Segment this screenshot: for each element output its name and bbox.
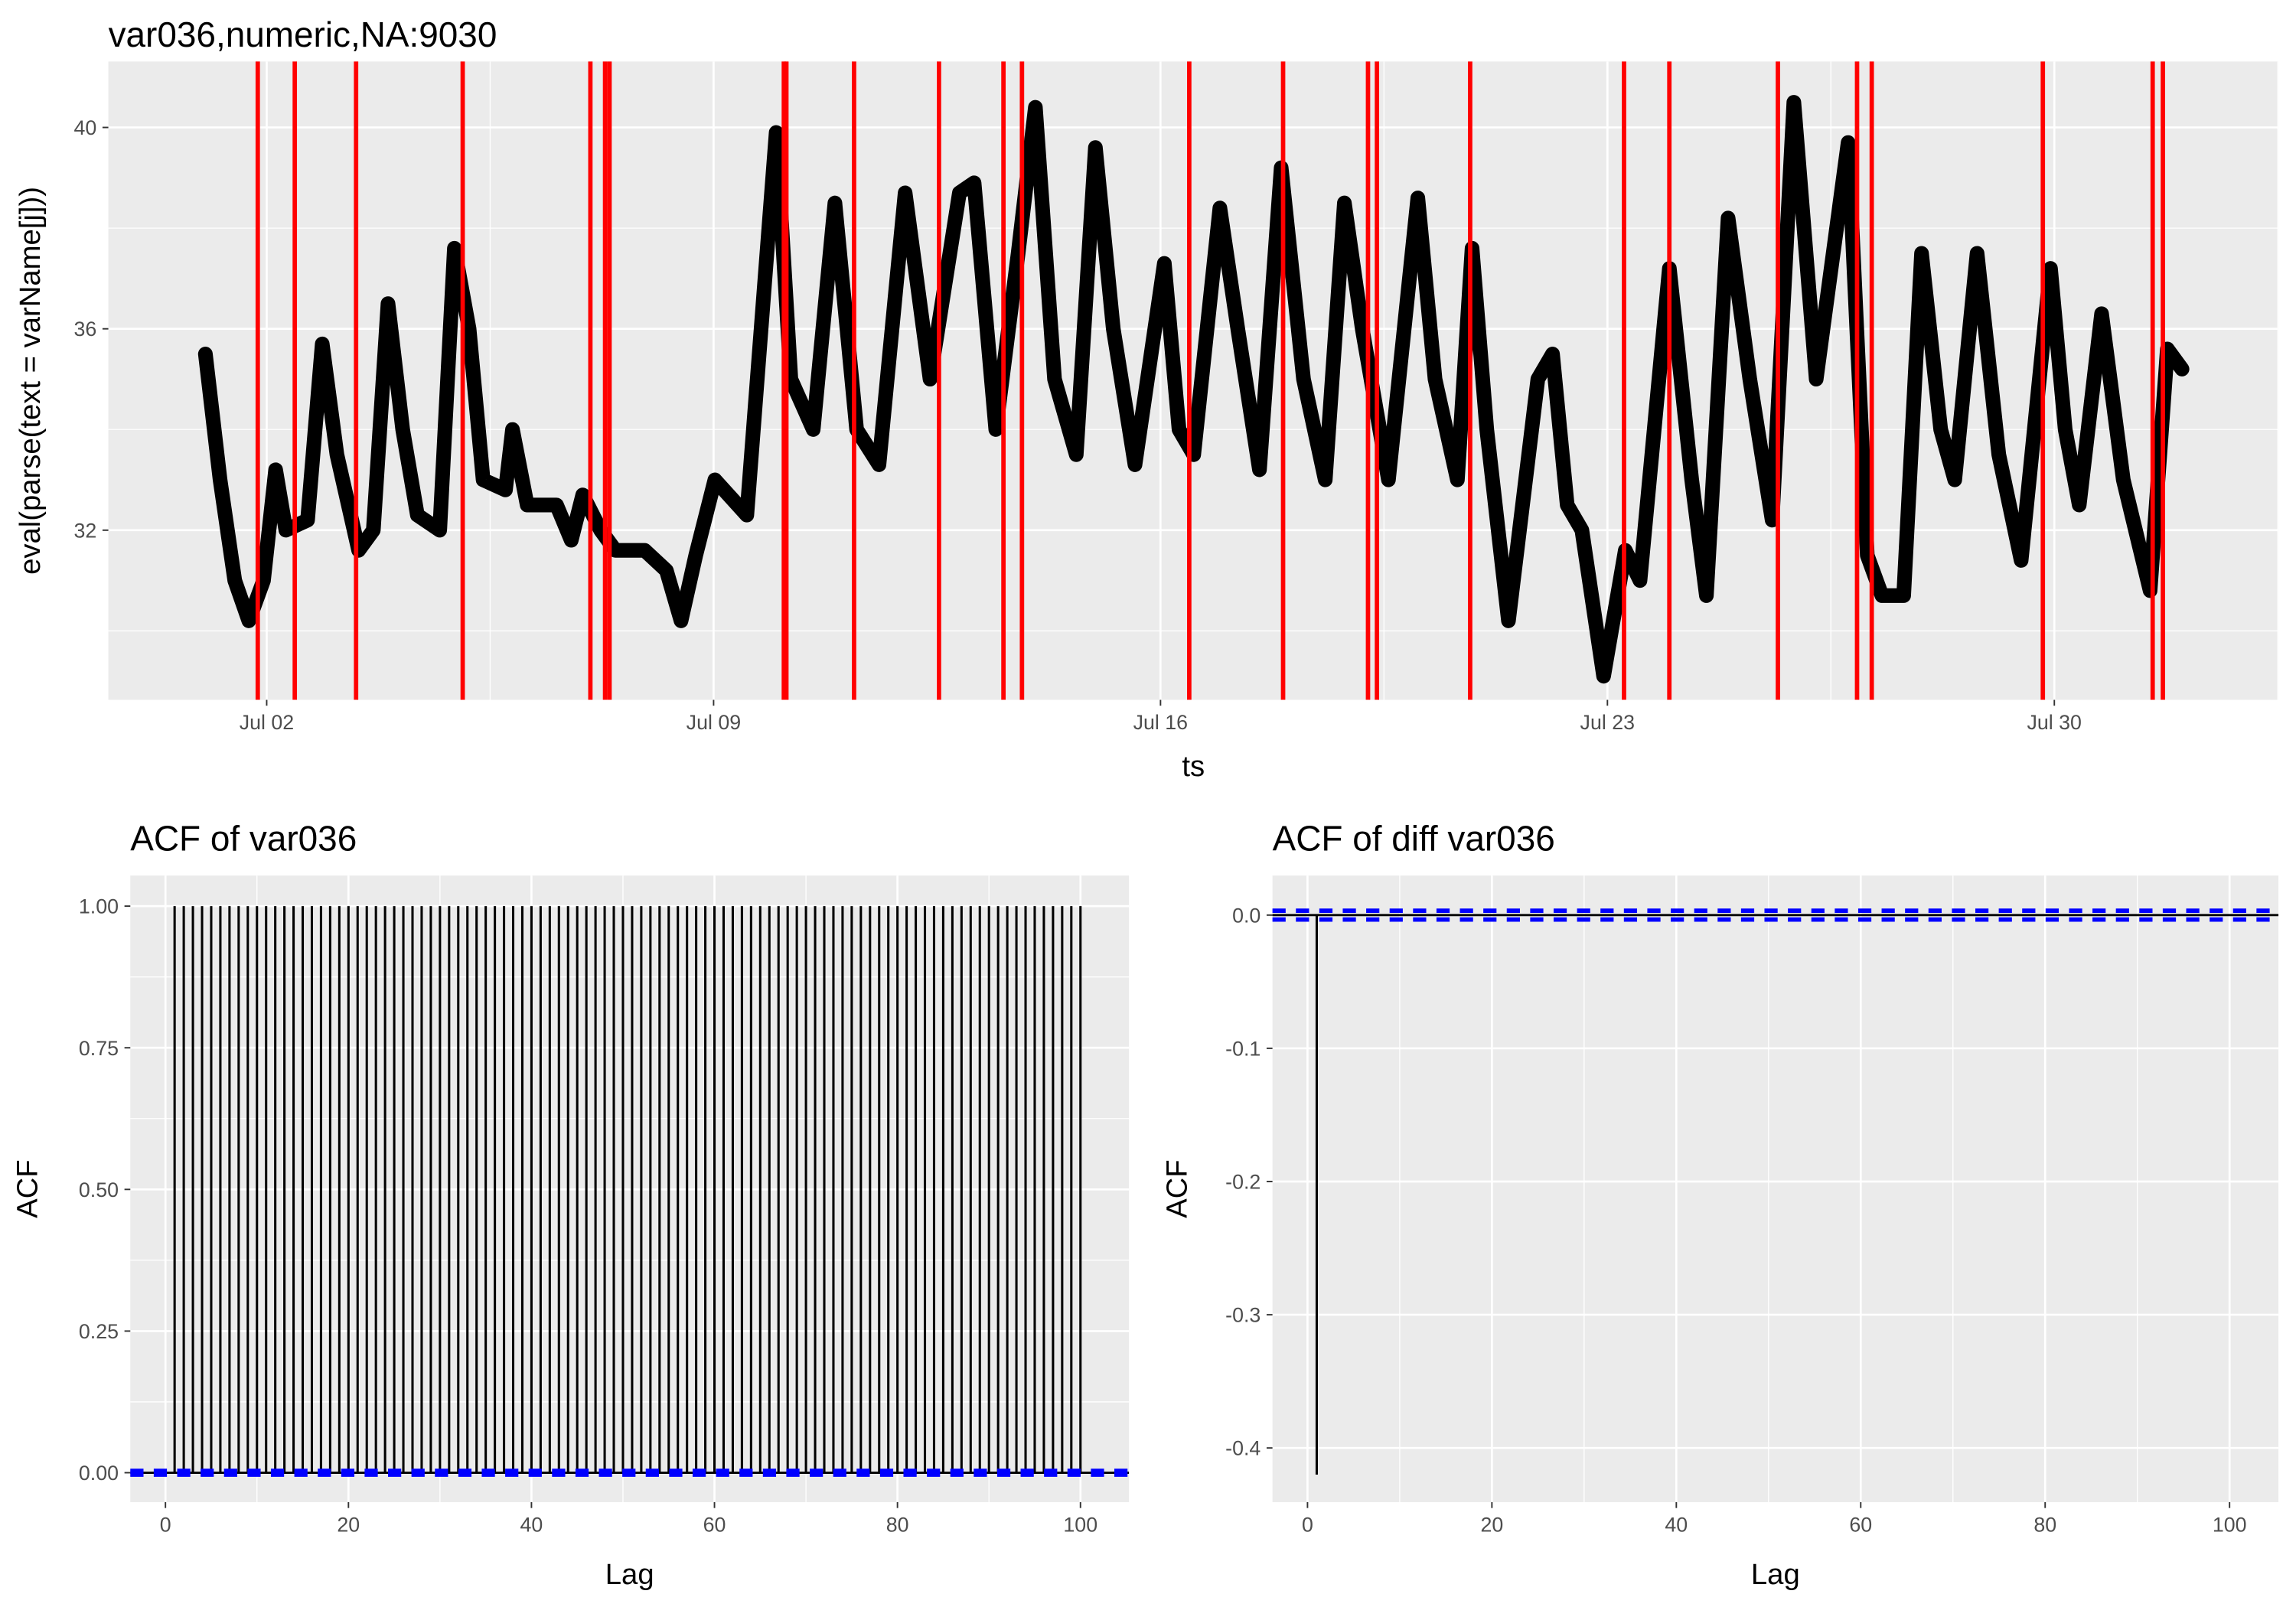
- y-tick-label: 0.50: [79, 1178, 119, 1201]
- x-tick-label: 100: [1063, 1513, 1097, 1536]
- x-tick-label: 60: [703, 1513, 726, 1536]
- x-tick-label: 60: [1849, 1513, 1872, 1536]
- data-line: [197, 95, 2190, 684]
- y-tick-label: 0.75: [79, 1037, 119, 1060]
- x-tick-label: Jul 16: [1133, 711, 1188, 734]
- y-tick-label: 32: [73, 519, 96, 542]
- x-tick-label: 100: [2213, 1513, 2247, 1536]
- y-tick-label: 1.00: [79, 895, 119, 918]
- x-tick-label: Jul 02: [240, 711, 294, 734]
- y-tick-label: 0.25: [79, 1320, 119, 1343]
- x-tick-label: 0: [1302, 1513, 1313, 1536]
- x-axis-title: ts: [1182, 750, 1205, 783]
- x-tick-label: 80: [886, 1513, 909, 1536]
- y-tick-label: -0.1: [1225, 1037, 1261, 1060]
- x-tick-label: Jul 23: [1580, 711, 1635, 734]
- y-axis-title: ACF: [1160, 1159, 1193, 1218]
- chart-title: ACF of var036: [130, 819, 357, 859]
- x-tick-label: 0: [160, 1513, 171, 1536]
- x-tick-label: 40: [520, 1513, 543, 1536]
- x-tick-label: 80: [2033, 1513, 2056, 1536]
- chart-panel: 0.0 -0.1 -0.2 -0.3 -0.4 0 20 40 60 80 100 ACF of di…: [1160, 819, 2279, 1591]
- chart-title: ACF of diff var036: [1273, 819, 1555, 859]
- y-tick-label: 40: [73, 116, 96, 139]
- x-tick-label: 40: [1665, 1513, 1688, 1536]
- y-axis-title: ACF: [11, 1159, 44, 1218]
- chart-title: var036,numeric,NA:9030: [109, 15, 497, 54]
- chart-panel: 0.00 0.25 0.50 0.75 1.00 0 20 40 60 80 100 ACF of v…: [11, 819, 1130, 1591]
- y-tick-label: 36: [73, 318, 96, 341]
- x-tick-label: 20: [1480, 1513, 1503, 1536]
- x-tick-label: 20: [337, 1513, 360, 1536]
- x-tick-label: Jul 09: [687, 711, 741, 734]
- x-tick-label: Jul 30: [2027, 711, 2082, 734]
- y-tick-label: 0.00: [79, 1462, 119, 1485]
- x-axis-title: Lag: [605, 1558, 654, 1591]
- x-axis-title: Lag: [1751, 1558, 1800, 1591]
- y-tick-label: -0.3: [1225, 1304, 1261, 1327]
- y-axis-title: eval(parse(text = varName[j])): [14, 187, 47, 575]
- chart-panel: 32 36 40 Jul 02 Jul 09 Jul 16 Jul 23 Jul 30 var0…: [14, 15, 2279, 783]
- panel-background: [108, 61, 2279, 700]
- y-tick-label: -0.2: [1225, 1171, 1261, 1194]
- y-tick-label: -0.4: [1225, 1437, 1261, 1460]
- y-tick-label: 0.0: [1232, 904, 1261, 927]
- panel-background: [1272, 875, 2279, 1503]
